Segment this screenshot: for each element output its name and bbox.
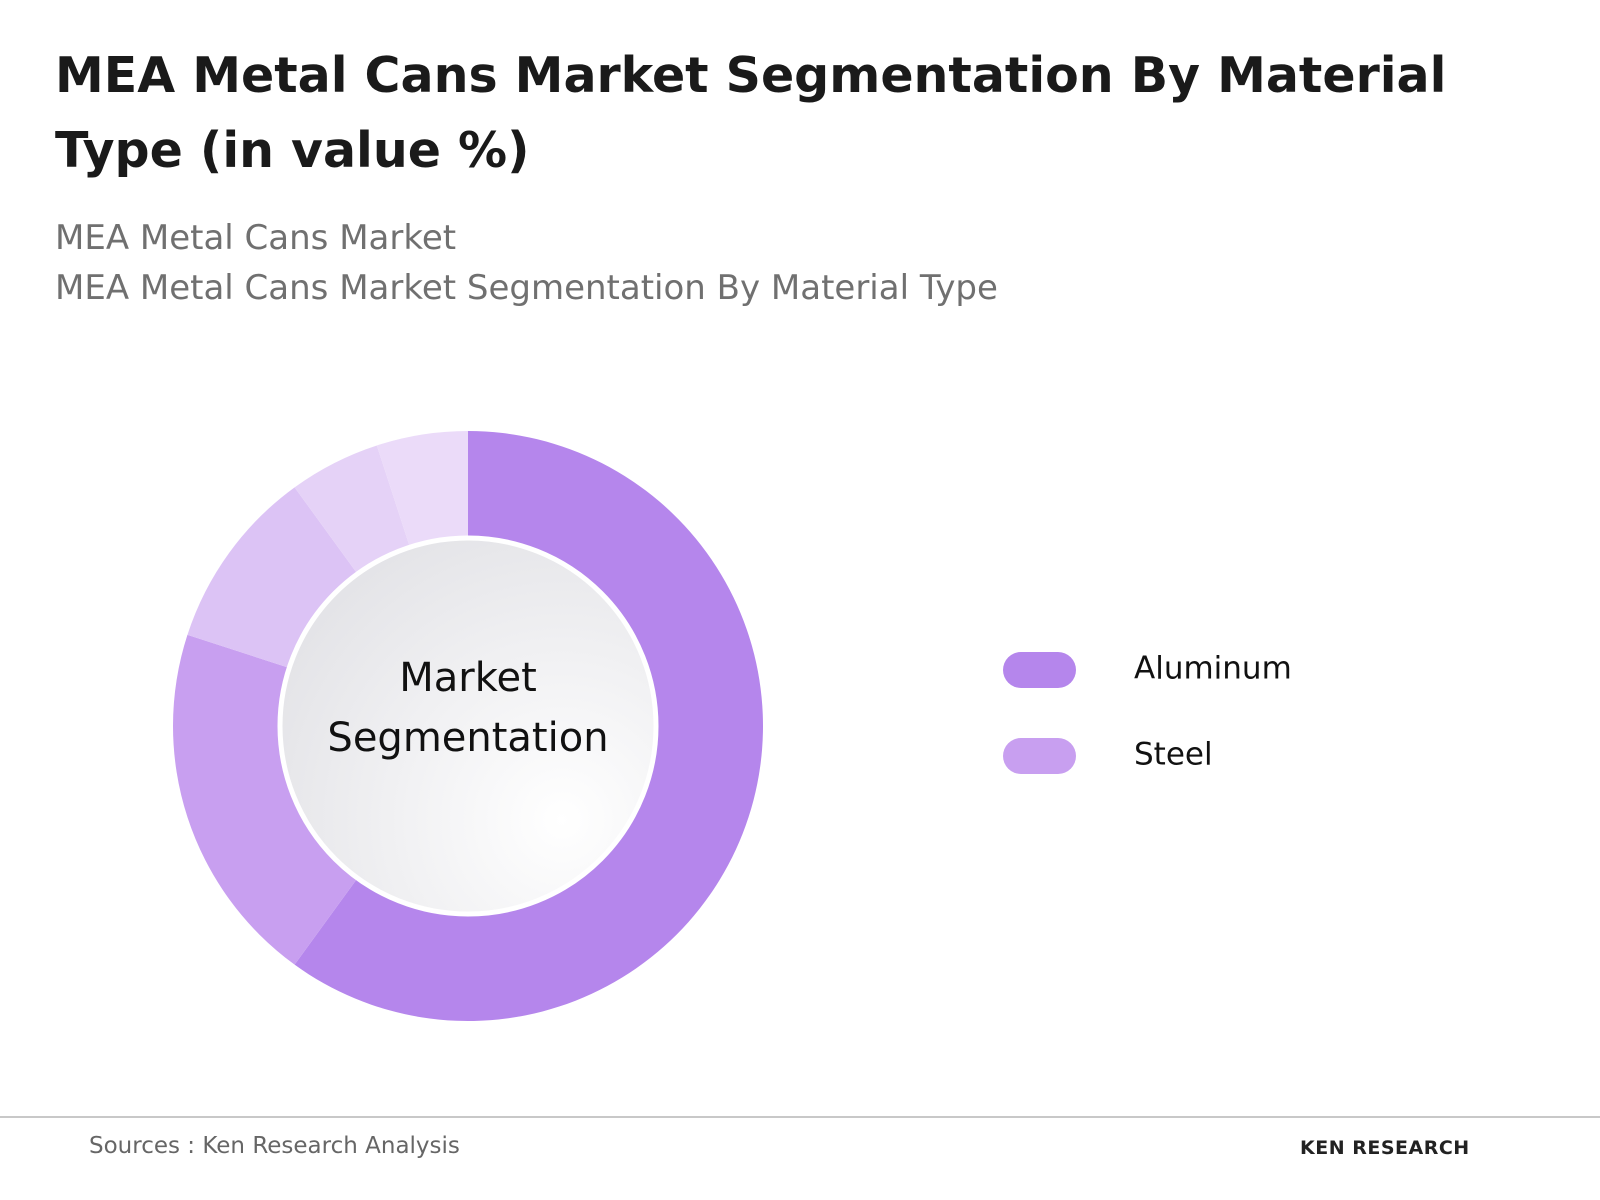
- chart-title: MEA Metal Cans Market Segmentation By Ma…: [55, 47, 1447, 179]
- center-circle: [277, 535, 659, 917]
- legend-label: Steel: [1134, 737, 1213, 773]
- logo: KEN RESEARCH: [1300, 1137, 1470, 1159]
- source: Sources : Ken Research Analysis: [89, 1133, 460, 1159]
- center-label: Market Segmentation: [327, 655, 609, 761]
- legend-label: Aluminum: [1134, 651, 1292, 687]
- subtitle: MEA Metal Cans Market: [55, 218, 457, 258]
- legend-swatch: [1003, 652, 1076, 688]
- footer-rule: [0, 1116, 1600, 1118]
- subtitle: MEA Metal Cans Market Segmentation By Ma…: [55, 268, 998, 308]
- legend-swatch: [1003, 738, 1076, 774]
